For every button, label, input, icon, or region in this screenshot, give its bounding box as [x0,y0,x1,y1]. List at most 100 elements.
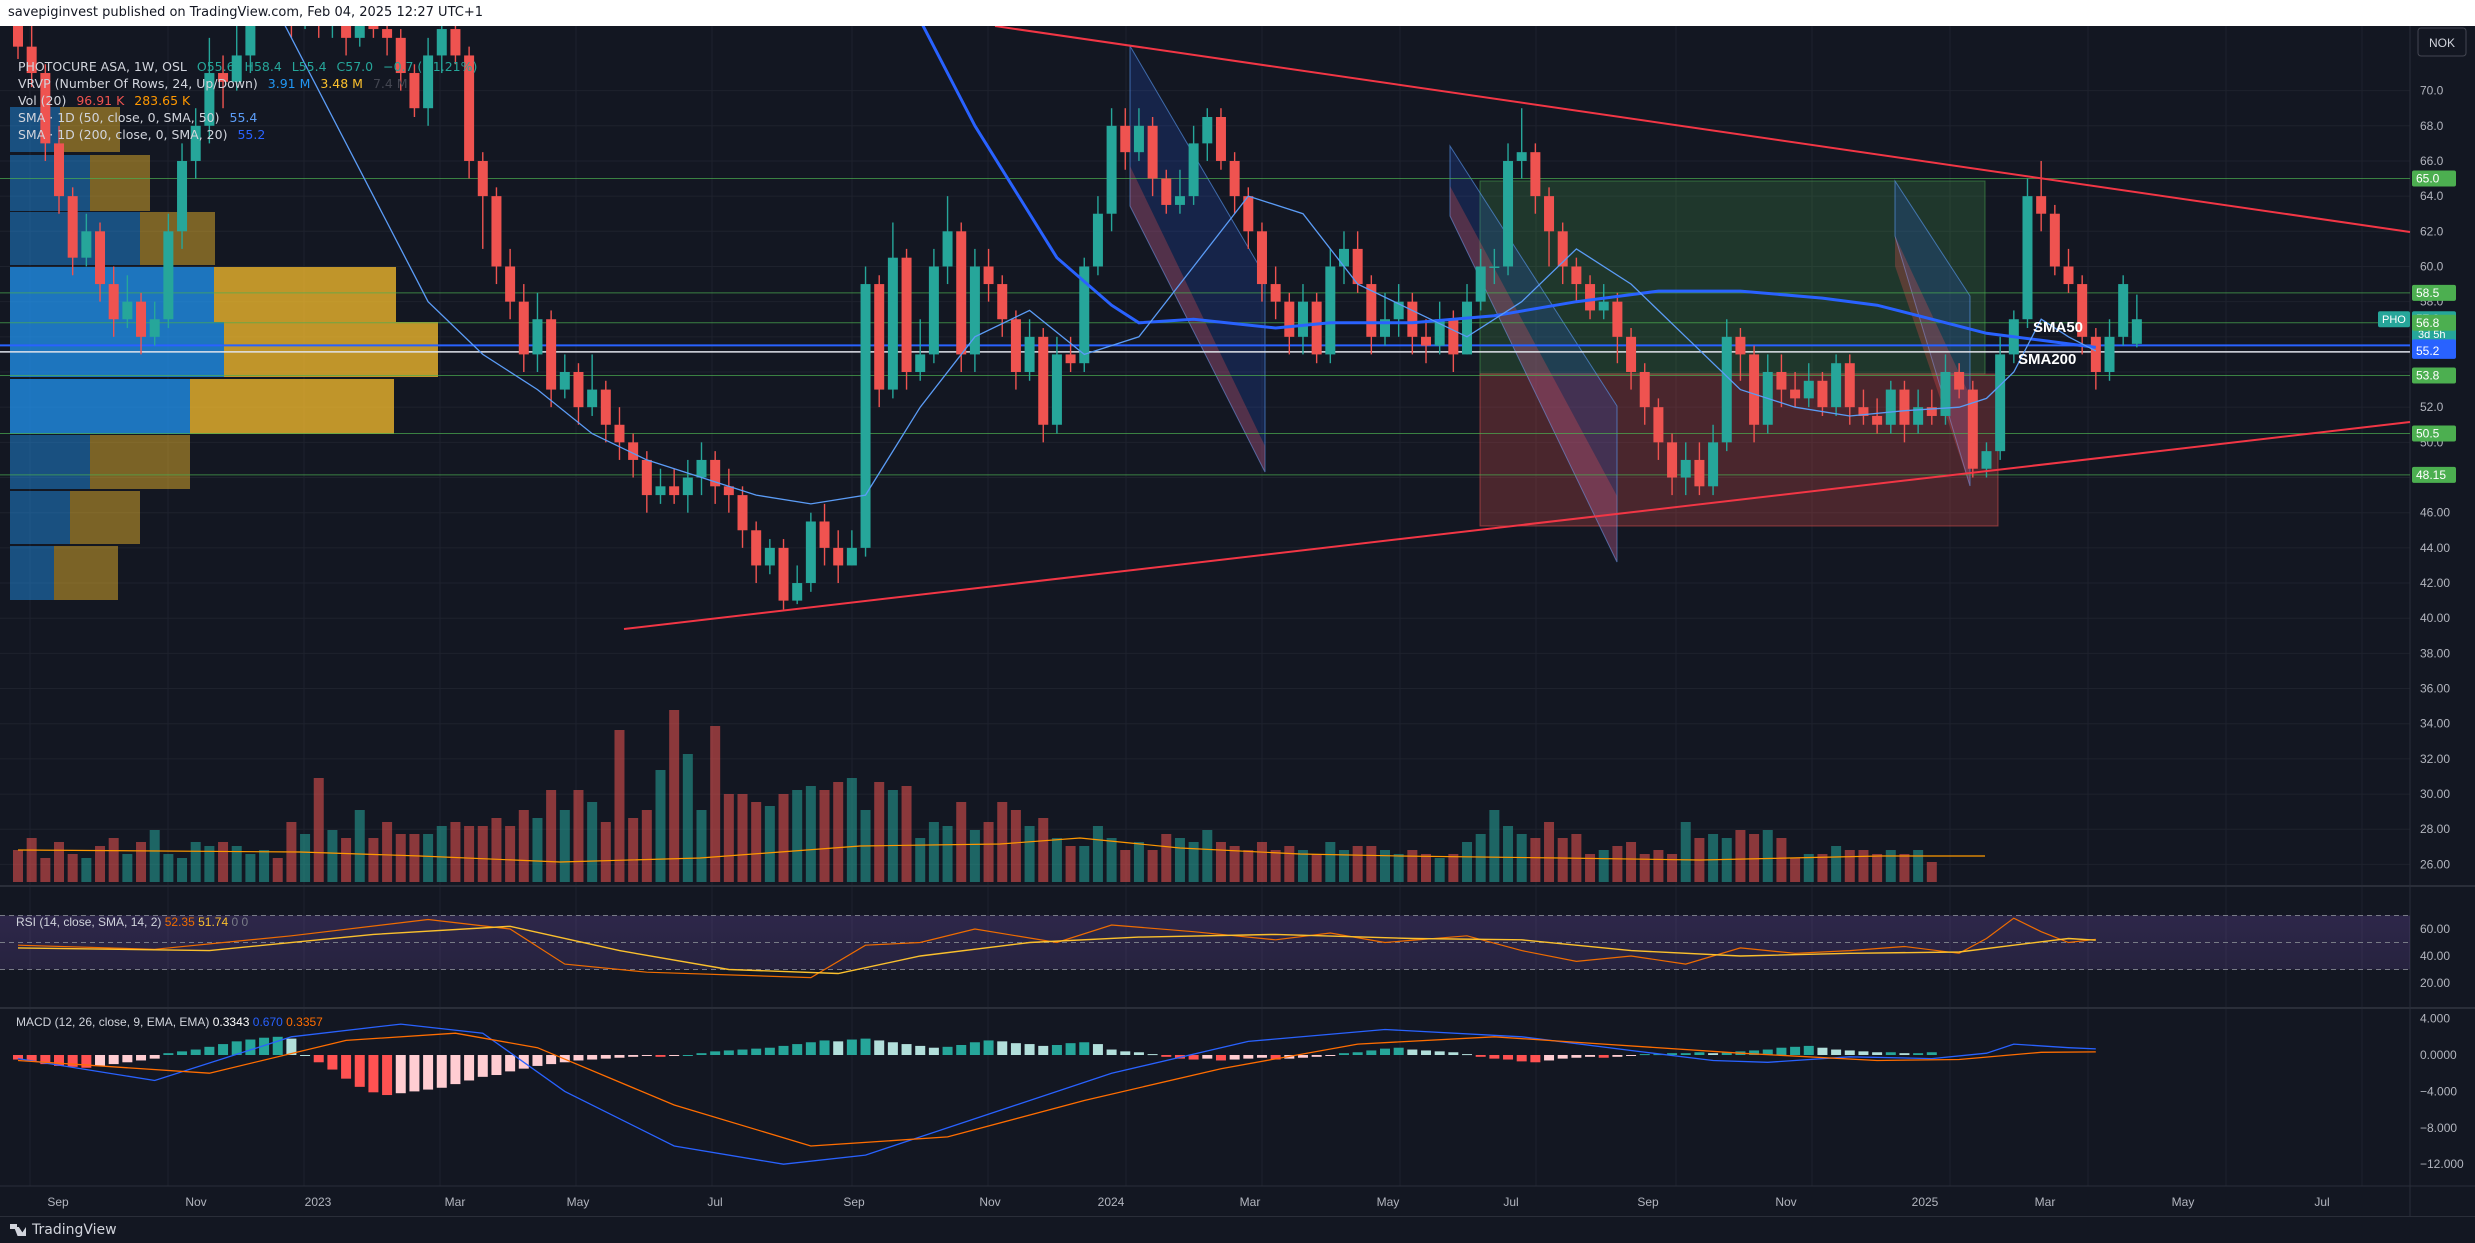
chart-svg[interactable]: RSI (14, close, SMA, 14, 2) 52.35 51.74 … [0,26,2475,1216]
macd-hist-bar [655,1055,666,1057]
candle-body [1749,354,1760,425]
candle-body [518,301,529,355]
vrvp-total: 7.4 M [372,76,408,91]
volume-bar [1092,826,1103,882]
profile-up-bar [10,107,60,152]
macd-hist-bar [669,1055,680,1056]
macd-hist-bar [1831,1049,1842,1055]
volume-bar [997,802,1008,882]
volume-bar [1393,854,1404,882]
volume-bar [723,794,734,882]
candle-body [1024,336,1035,372]
macd-hist-bar [423,1055,434,1090]
macd-hist-bar [1065,1043,1076,1055]
candle-body [218,73,229,82]
legend-sma50[interactable]: SMA · 1D (50, close, 0, SMA, 50) 55.4 [18,109,483,126]
macd-hist-bar [67,1055,78,1067]
candle-body [477,160,488,197]
time-tick: Jul [1503,1195,1518,1209]
volume-bar [122,854,133,882]
volume-bar [1885,850,1896,882]
macd-legend: MACD (12, 26, close, 9, EMA, EMA) 0.3343… [16,1015,323,1029]
macd-hist-bar [1639,1054,1650,1056]
candle-body [710,459,721,487]
volume-bar [956,802,967,882]
macd-tick: −8.000 [2420,1121,2457,1135]
macd-hist-bar [1530,1055,1541,1063]
rsi-value: 52.35 [165,915,198,929]
rsi-line [17,917,2096,979]
volume-bar [1872,854,1883,882]
legend-sma200[interactable]: SMA · 1D (200, close, 0, SMA, 20) 55.2 [18,126,483,143]
candle-body [395,37,406,74]
candle-body [1421,336,1432,346]
volume-bar [1215,842,1226,882]
time-tick: May [1377,1195,1400,1209]
volume-bar [1448,854,1459,882]
price-badge [2412,342,2456,359]
candle-body [1954,372,1965,390]
candle-body [1817,380,1828,408]
macd-hist-bar [1243,1055,1254,1059]
sma200-name: SMA · 1D (200, close, 0, SMA, 20) [18,127,228,142]
macd-hist-bar [313,1055,324,1063]
volume-bar [696,810,707,882]
volume-bar [1161,834,1172,882]
volume-bar [368,838,379,882]
rsi-tick: 60.00 [2420,922,2450,936]
price-tick: 46.00 [2420,506,2450,520]
symbol-tag [2378,311,2410,328]
volume-bar [928,822,939,882]
volume-bar [1913,850,1924,882]
volume-bar [1380,850,1390,882]
chart-area[interactable]: RSI (14, close, SMA, 14, 2) 52.35 51.74 … [0,26,2475,1216]
candle-body [1380,319,1390,337]
price-badge [2412,314,2456,331]
vrvp-up: 3.91 M [267,76,311,91]
volume-bar [1051,838,1062,882]
candle-body [874,284,885,390]
volume-bar [1612,846,1623,882]
candle-body [1557,231,1568,267]
legend-vol[interactable]: Vol (20) 96.91 K 283.65 K [18,92,483,109]
macd-hist-bar [1161,1055,1172,1057]
legend-main[interactable]: PHOTOCURE ASA, 1W, OSL O55.6 H58.4 L55.4… [18,58,483,75]
macd-hist-bar [1844,1050,1855,1055]
candle-body [1571,266,1582,285]
candle-body [600,389,611,425]
candle-body [1311,301,1322,355]
macd-hist-bar [81,1055,92,1068]
candle-body [1434,319,1445,346]
macd-hist-bar [969,1042,980,1055]
volume-bar [969,830,980,882]
volume-bar [1352,846,1363,882]
tradingview-logo-icon [10,1224,26,1236]
time-tick: Jul [707,1195,722,1209]
volume-bar [1202,830,1213,882]
volume-bar [1530,838,1541,882]
candle-body [997,284,1008,320]
macd-hist-bar [1475,1055,1486,1057]
moving-averages [17,26,2097,863]
volume-bar [1762,830,1773,882]
footer: TradingView [0,1216,2475,1243]
macd-tick: −12.000 [2420,1157,2464,1171]
macd-hist-bar [737,1049,748,1055]
macd-hist-bar [1120,1051,1131,1055]
rsi-ma-value: 51.74 [198,915,231,929]
volume-bar [272,858,283,882]
candle-body [1735,336,1746,355]
candle-body [1243,196,1254,232]
legend-vrvp[interactable]: VRVP (Number Of Rows, 24, Up/Down) 3.91 … [18,75,483,92]
volume-bar [1133,842,1144,882]
candle-body [1161,178,1172,205]
macd-hist-bar [1106,1049,1117,1055]
candle-body [1407,301,1418,337]
volume-bar [231,846,242,882]
macd-hist-bar [1721,1052,1732,1055]
candle-body [1981,451,1992,469]
candle-body [464,55,475,161]
currency-box [2417,27,2467,57]
currency-label: NOK [2429,36,2455,50]
volume-bar [587,802,598,882]
